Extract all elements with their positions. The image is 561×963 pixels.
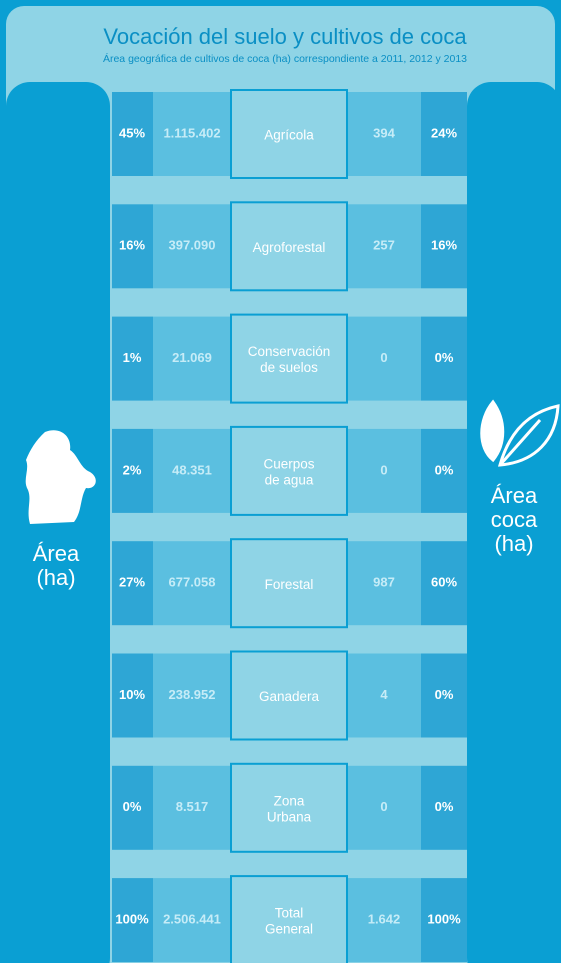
area: 48.351	[172, 462, 212, 477]
area-cell	[153, 765, 231, 850]
coca-pct: 100%	[427, 912, 461, 927]
area: 21.069	[172, 350, 212, 365]
category: Forestal	[265, 577, 314, 592]
coca-pct: 0%	[435, 350, 454, 365]
area: 1.115.402	[163, 125, 220, 140]
coca-cell	[347, 541, 421, 626]
coca: 1.642	[368, 912, 401, 927]
area-pct: 10%	[119, 687, 145, 702]
area-pct: 100%	[115, 912, 149, 927]
area-pct-cell	[112, 653, 153, 738]
category-box	[230, 538, 348, 629]
coca-pct-cell	[421, 765, 467, 850]
coca-pct-cell	[421, 653, 467, 738]
area-pct: 16%	[119, 238, 145, 253]
area-pct: 27%	[119, 575, 145, 590]
coca-pct-cell	[421, 316, 467, 401]
category: Agrícola	[264, 128, 314, 143]
area-pct-cell	[112, 765, 153, 850]
area-pct-cell	[112, 316, 153, 401]
left-label: (ha)	[36, 565, 75, 590]
coca-cell	[347, 878, 421, 963]
area: 238.952	[169, 687, 216, 702]
category: Ganadera	[259, 689, 320, 704]
category: Zona	[274, 793, 305, 808]
category-box	[230, 875, 348, 963]
coca: 0	[380, 462, 387, 477]
area-cell	[153, 204, 231, 289]
coca-pct-cell	[421, 428, 467, 513]
area-pct-cell	[112, 204, 153, 289]
coca-pct: 0%	[435, 462, 454, 477]
right-label: (ha)	[494, 531, 533, 556]
coca: 0	[380, 799, 387, 814]
area-cell	[153, 92, 231, 176]
coca: 0	[380, 350, 387, 365]
coca-pct: 0%	[435, 799, 454, 814]
category: de agua	[265, 472, 314, 487]
coca-pct-cell	[421, 878, 467, 963]
area-pct: 2%	[123, 462, 142, 477]
category-box	[230, 425, 348, 516]
category: Conservación	[248, 344, 331, 359]
area-cell	[153, 428, 231, 513]
area-pct-cell	[112, 92, 153, 176]
area-pct-cell	[112, 878, 153, 963]
right-label: Área	[491, 483, 538, 508]
category-box	[230, 313, 348, 404]
coca: 257	[373, 238, 395, 253]
category-box	[230, 89, 348, 179]
category: Cuerpos	[263, 456, 314, 471]
coca-cell	[347, 316, 421, 401]
category: Agroforestal	[253, 240, 326, 255]
coca-pct: 16%	[431, 238, 457, 253]
right-label: coca	[491, 507, 538, 532]
map-icon	[25, 430, 96, 524]
area: 2.506.441	[163, 912, 221, 927]
leaf-icon	[480, 399, 560, 467]
area-cell	[153, 878, 231, 963]
coca-cell	[347, 653, 421, 738]
area-cell	[153, 541, 231, 626]
right-column	[467, 82, 561, 963]
subtitle: Área geográfica de cultivos de coca (ha)…	[103, 52, 467, 65]
category-box	[230, 650, 348, 741]
coca: 987	[373, 575, 395, 590]
coca-pct-cell	[421, 541, 467, 626]
category: Total	[275, 906, 304, 921]
coca-cell	[347, 428, 421, 513]
area-cell	[153, 653, 231, 738]
coca-cell	[347, 204, 421, 289]
coca-pct: 60%	[431, 575, 457, 590]
area: 8.517	[176, 799, 209, 814]
area: 677.058	[169, 575, 216, 590]
category-box	[230, 201, 348, 292]
coca-pct-cell	[421, 92, 467, 176]
coca-cell	[347, 765, 421, 850]
coca: 4	[380, 687, 388, 702]
area-pct-cell	[112, 541, 153, 626]
area-pct: 1%	[123, 350, 142, 365]
left-label: Área	[33, 541, 80, 566]
coca: 394	[373, 125, 395, 140]
area: 397.090	[169, 238, 216, 253]
coca-pct: 24%	[431, 125, 457, 140]
category: de suelos	[260, 360, 318, 375]
area-pct: 0%	[123, 799, 142, 814]
coca-cell	[347, 92, 421, 176]
coca-pct-cell	[421, 204, 467, 289]
coca-pct: 0%	[435, 687, 454, 702]
category: General	[265, 922, 313, 937]
category-box	[230, 762, 348, 853]
title: Vocación del suelo y cultivos de coca	[103, 24, 467, 49]
area-pct: 45%	[119, 125, 145, 140]
area-pct-cell	[112, 428, 153, 513]
category: Urbana	[267, 809, 312, 824]
area-cell	[153, 316, 231, 401]
